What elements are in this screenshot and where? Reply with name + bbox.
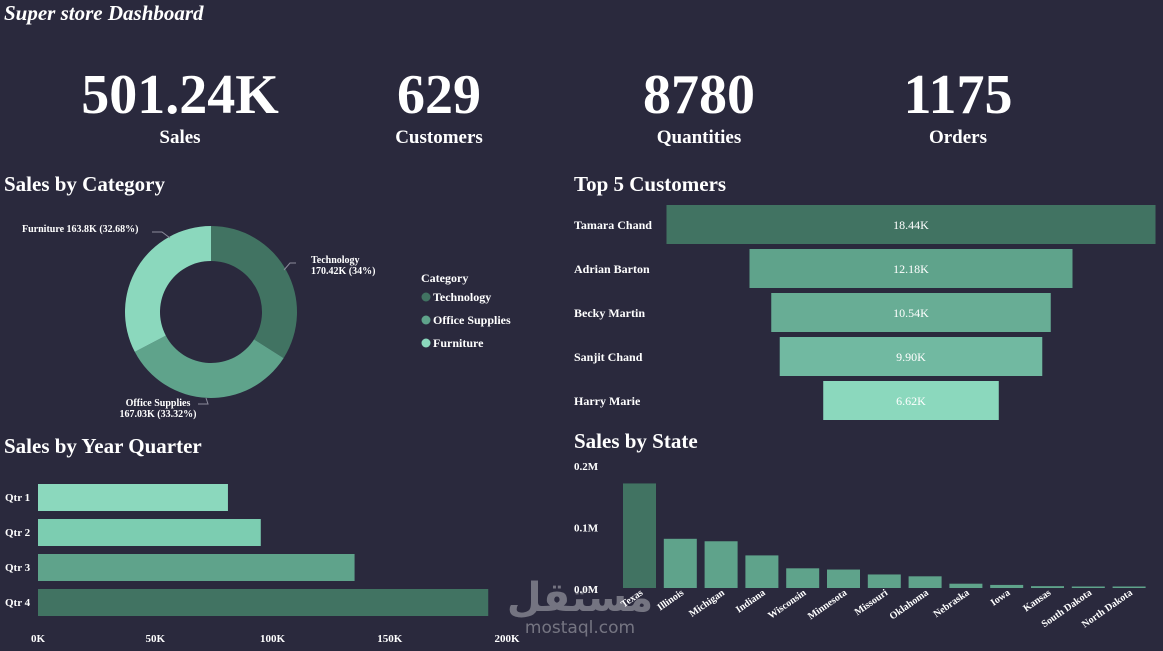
- customers-chart-title: Top 5 Customers: [574, 172, 727, 196]
- kpi-orders-label: Orders: [928, 127, 988, 148]
- quarter-axis-label: Qtr 2: [5, 527, 31, 539]
- state-x-label: Iowa: [989, 587, 1013, 608]
- state-bar[interactable]: [1112, 586, 1146, 589]
- quarter-bar[interactable]: [38, 519, 261, 546]
- dashboard-title: Super store Dashboard: [4, 1, 204, 25]
- quarter-x-tick: 200K: [494, 633, 520, 645]
- quarter-x-tick: 150K: [377, 633, 403, 645]
- kpi-quantities-label: Quantities: [656, 127, 742, 148]
- kpi-sales-value: 501.24K: [81, 64, 279, 126]
- quarter-axis-label: Qtr 4: [5, 597, 31, 609]
- state-x-label: Missouri: [853, 587, 890, 618]
- legend-marker: [421, 338, 431, 348]
- state-bar[interactable]: [623, 483, 656, 588]
- donut-leader-line: [198, 397, 209, 405]
- quarter-bar[interactable]: [38, 589, 489, 616]
- quarter-axis-label: Qtr 3: [5, 562, 31, 574]
- donut-slice-label: Office Supplies: [126, 398, 191, 409]
- kpi-quantities: 8780 Quantities: [579, 62, 819, 148]
- funnel-data-label: 18.44K: [893, 218, 929, 232]
- kpi-customers: 629 Customers: [319, 62, 559, 148]
- donut-slice-furniture[interactable]: [125, 226, 211, 352]
- quarter-x-tick: 100K: [260, 633, 286, 645]
- state-bar[interactable]: [663, 538, 697, 588]
- state-x-label: Wisconsin: [766, 587, 808, 621]
- funnel-bar[interactable]: [779, 337, 1043, 376]
- funnel-data-label: 6.62K: [896, 394, 926, 408]
- state-y-tick: 0.0M: [574, 584, 599, 596]
- legend-item-label[interactable]: Furniture: [433, 336, 484, 350]
- state-bar[interactable]: [867, 574, 901, 588]
- donut-slice-label: Technology: [311, 255, 360, 266]
- donut-slice-label: 167.03K (33.32%): [120, 409, 197, 420]
- funnel-bar[interactable]: [749, 249, 1073, 288]
- funnel-bar[interactable]: [771, 293, 1051, 332]
- state-bar[interactable]: [786, 568, 820, 588]
- state-x-label: Minnesota: [806, 587, 849, 622]
- kpi-sales-label: Sales: [159, 127, 201, 148]
- donut-slice-technology[interactable]: [211, 226, 297, 359]
- state-bar[interactable]: [704, 541, 738, 588]
- funnel-category-label: Tamara Chand: [574, 218, 652, 232]
- funnel-data-label: 12.18K: [893, 262, 929, 276]
- state-bar[interactable]: [1031, 586, 1064, 588]
- kpi-customers-label: Customers: [395, 127, 483, 148]
- quarter-bar[interactable]: [38, 554, 355, 581]
- state-bar[interactable]: [827, 569, 860, 588]
- funnel-bar[interactable]: [823, 381, 999, 420]
- state-y-tick: 0.2M: [574, 461, 599, 473]
- legend-title: Category: [421, 271, 468, 285]
- kpi-orders: 1175 Orders: [838, 62, 1078, 148]
- state-chart-title: Sales by State: [574, 429, 698, 453]
- legend-marker: [421, 292, 431, 302]
- state-bar[interactable]: [1071, 586, 1105, 589]
- quarter-bar[interactable]: [38, 484, 228, 511]
- kpi-sales: 501.24K Sales: [60, 62, 300, 148]
- state-x-label: Michigan: [687, 587, 727, 620]
- state-x-label: Nebraska: [932, 587, 972, 620]
- watermark-logo-text: مستقل: [507, 575, 653, 621]
- state-x-label: Oklahoma: [888, 587, 931, 622]
- quarter-bar-chart: Qtr 1 Qtr 2 Qtr 3 Qtr 4 0K 50K 100K 150K 200K: [5, 484, 520, 645]
- donut-slice-office-supplies[interactable]: [134, 335, 284, 398]
- donut-leader-line: [152, 231, 171, 239]
- funnel-category-label: Harry Marie: [574, 394, 641, 408]
- funnel-category-label: Sanjit Chand: [574, 350, 643, 364]
- funnel-bar[interactable]: [666, 205, 1156, 244]
- legend-item-label[interactable]: Office Supplies: [433, 313, 511, 327]
- quarter-x-tick: 50K: [145, 633, 165, 645]
- state-bar[interactable]: [949, 583, 983, 588]
- quarter-axis-label: Qtr 1: [5, 492, 30, 504]
- state-bar[interactable]: [745, 555, 779, 588]
- state-y-tick: 0.1M: [574, 523, 599, 535]
- state-bar[interactable]: [990, 584, 1024, 588]
- state-x-label: Indiana: [734, 587, 768, 615]
- donut-slice-label: 170.42K (34%): [311, 266, 375, 277]
- kpi-orders-value: 1175: [903, 64, 1013, 126]
- legend-marker: [421, 315, 431, 325]
- funnel-category-label: Adrian Barton: [574, 262, 650, 276]
- funnel-data-label: 9.90K: [896, 350, 926, 364]
- kpi-customers-value: 629: [397, 64, 481, 126]
- state-x-label: Kansas: [1021, 587, 1053, 614]
- quarter-chart-title: Sales by Year Quarter: [4, 434, 202, 458]
- legend-item-label[interactable]: Technology: [433, 290, 491, 304]
- donut-slice-label: Furniture 163.8K (32.68%): [22, 224, 138, 235]
- quarter-x-tick: 0K: [31, 633, 46, 645]
- kpi-quantities-value: 8780: [643, 64, 755, 126]
- watermark-site-text: mostaql.com: [525, 618, 635, 638]
- state-bar-chart: 0.2M0.1M0.0M Texas Illinois Michigan Indiana…: [574, 461, 1146, 630]
- donut-leader-line: [283, 262, 296, 271]
- customers-funnel-chart: Tamara Chand 18.44K Adrian Barton 12.18K Bec…: [574, 205, 1156, 420]
- state-x-label: Illinois: [656, 587, 687, 613]
- category-chart-title: Sales by Category: [4, 172, 165, 196]
- state-bar[interactable]: [908, 576, 942, 588]
- funnel-category-label: Becky Martin: [574, 306, 645, 320]
- funnel-data-label: 10.54K: [893, 306, 929, 320]
